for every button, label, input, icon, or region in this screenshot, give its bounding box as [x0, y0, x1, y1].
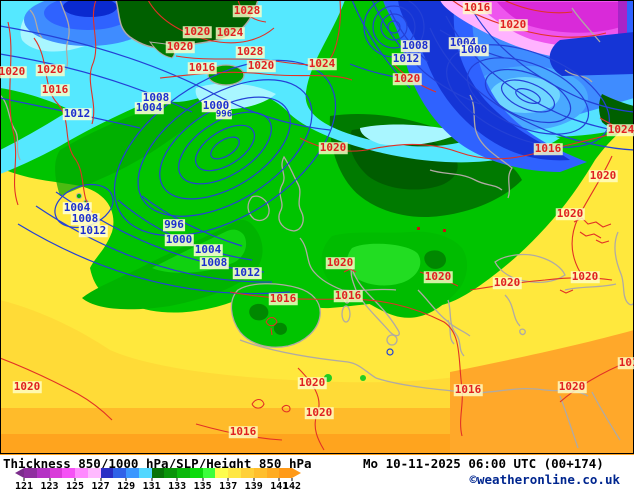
region-iberia-green	[231, 283, 321, 348]
region-blue-corner	[627, 0, 634, 56]
colorbar-tick-value: 139	[244, 481, 263, 490]
colorbar-tick-value: 125	[66, 481, 85, 490]
colorbar-segment	[100, 468, 114, 478]
copyright: ©weatheronline.co.uk	[469, 472, 620, 487]
colorbar-segment	[49, 468, 63, 478]
colorbar-tickmark	[227, 478, 229, 481]
colorbar-right-arrow	[292, 468, 301, 478]
forecast-map: 1012 1008 1004 1000 996 1008 1012 1004 1000 1004 1…	[0, 0, 634, 455]
region-africa-green-spot	[324, 374, 332, 382]
region-atlantic-shade	[55, 88, 230, 196]
region-iberia-dark	[249, 303, 287, 335]
region-navy-baffin	[63, 0, 117, 17]
colorbar-segment	[164, 468, 178, 478]
colorbar-tickmark	[291, 478, 293, 481]
colorbar-tickmark	[74, 478, 76, 481]
colorbar-tick-value: 137	[219, 481, 238, 490]
map-datetime: Mo 10-11-2025 06:00 UTC (00+174)	[363, 456, 604, 471]
region-ne-dark-green	[599, 94, 634, 131]
region-trough-navy	[398, 0, 570, 161]
colorbar-segment	[113, 468, 127, 478]
colorbar-tick-value: 121	[14, 481, 34, 490]
colorbar-tick-value: 142	[282, 481, 302, 490]
colorbar-tickmark	[125, 478, 127, 481]
colorbar-segment	[138, 468, 152, 478]
colorbar-tickmark	[49, 478, 51, 481]
colorbar-segment	[62, 468, 76, 478]
colorbar-tickmark	[23, 478, 25, 481]
colorbar-tickmark	[176, 478, 178, 481]
mountain-mark	[443, 229, 446, 232]
colorbar-segment	[215, 468, 229, 478]
colorbar-segment	[24, 468, 37, 478]
region-orange-se	[450, 330, 634, 455]
colorbar-segment	[87, 468, 101, 478]
colorbar-tick-value: 131	[142, 481, 161, 490]
colorbar-tickmark	[278, 478, 280, 481]
thickness-colorbar: 121 123 125 127 129 131 133 135 137 139 141 142	[15, 468, 301, 490]
colorbar-segment	[253, 468, 267, 478]
colorbar-tick-value: 123	[40, 481, 59, 490]
colorbar-tickmark	[202, 478, 204, 481]
colorbar-tick-value: 127	[91, 481, 110, 490]
colorbar-left-arrow	[15, 468, 24, 478]
colorbar-segment	[177, 468, 190, 478]
colorbar-tick-value: 133	[168, 481, 187, 490]
region-navy-ne-band	[549, 32, 634, 76]
thickness-field-svg	[0, 0, 634, 455]
region-purple-corner	[618, 0, 628, 34]
mountain-mark	[417, 227, 420, 230]
colorbar-segment	[126, 468, 139, 478]
region-africa-green-spot	[360, 375, 366, 381]
colorbar-tickmark	[253, 478, 255, 481]
colorbar-segment	[202, 468, 216, 478]
colorbar-segments	[24, 468, 293, 478]
map-title: Thickness 850/1000 hPa/SLP/Height 850 hP…	[3, 456, 312, 471]
colorbar-segment	[228, 468, 242, 478]
colorbar-segment	[75, 468, 88, 478]
region-balkans-core	[347, 243, 421, 286]
colorbar-tick-value: 135	[193, 481, 212, 490]
region-azores	[76, 193, 82, 199]
legend-footer: Thickness 850/1000 hPa/SLP/Height 850 hP…	[0, 455, 634, 490]
colorbar-segment	[279, 468, 293, 478]
colorbar-tickmark	[151, 478, 153, 481]
region-barents-low-core	[490, 77, 560, 113]
region-balkans-dark	[424, 250, 446, 269]
colorbar-tick-value: 129	[117, 481, 136, 490]
colorbar-segment	[36, 468, 50, 478]
colorbar-segment	[266, 468, 280, 478]
region-deep-magenta	[497, 2, 624, 33]
colorbar-segment	[241, 468, 254, 478]
colorbar-segment	[151, 468, 165, 478]
colorbar-segment	[189, 468, 203, 478]
colorbar-tick-value: 141	[270, 481, 289, 490]
colorbar-tickmark	[100, 478, 102, 481]
region-iceland	[207, 64, 245, 86]
region-pale-cyan-core3	[360, 124, 462, 146]
